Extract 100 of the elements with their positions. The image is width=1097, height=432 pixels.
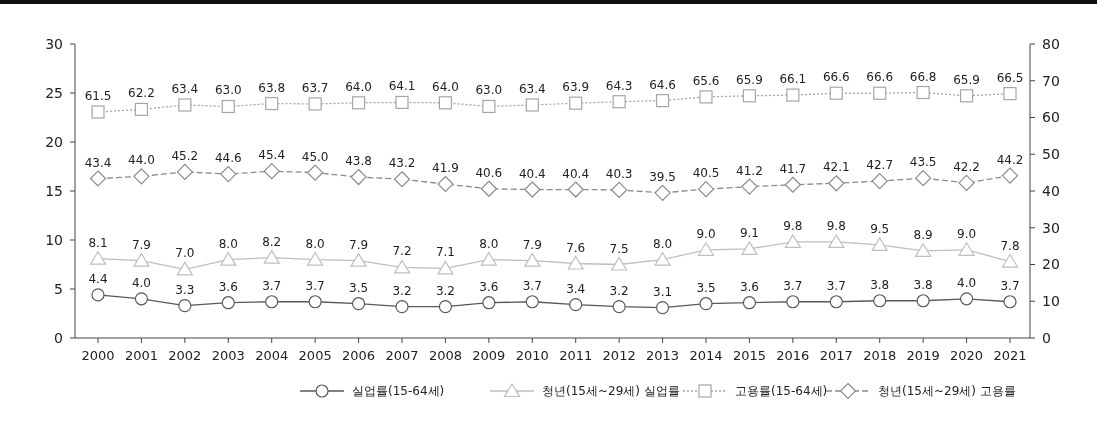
point [567,181,584,198]
point [263,163,280,180]
data-label: 3.6 [479,279,499,294]
x-tick-label: 2011 [559,348,593,363]
point [828,175,845,192]
x-tick-label: 2001 [124,348,158,363]
data-label: 4.4 [88,271,108,286]
y-tick-label: 5 [54,280,63,297]
data-label: 64.1 [388,79,416,94]
point [1001,167,1019,184]
legend-label: 실업률(15-64세) [352,384,445,399]
point [220,166,237,183]
point [916,294,930,308]
data-label: 7.9 [349,237,369,252]
data-label: 3.5 [349,280,369,295]
point [567,255,584,270]
data-label: 40.4 [518,166,546,181]
data-label: 40.3 [605,166,633,181]
data-label: 3.4 [566,281,586,296]
point [176,163,193,180]
point [482,296,496,310]
legend-label: 청년(15세~29세) 실업률 [542,384,680,399]
point [265,96,279,111]
data-label: 64.0 [345,79,372,94]
point [654,252,671,266]
y-tick-label: 25 [45,84,63,101]
x-tick-label: 2008 [428,348,462,363]
legend-label: 청년(15세~29세) 고용률 [878,384,1016,399]
point [263,250,280,264]
data-label: 3.1 [653,284,673,299]
point [829,295,843,309]
data-label: 66.1 [779,72,807,87]
point [1003,295,1017,309]
data-label: 7.0 [175,246,195,261]
data-label: 8.1 [88,235,108,250]
data-label: 7.2 [392,244,412,259]
data-label: 66.8 [909,69,937,84]
x-tick-label: 2012 [602,348,636,363]
point [350,252,367,267]
point [220,252,237,266]
data-label: 3.7 [305,278,325,293]
x-tick-label: 2004 [255,348,289,363]
point [438,96,453,110]
point [525,295,539,309]
point [655,94,670,108]
y2-tick-label: 50 [1042,146,1060,163]
data-label: 7.9 [131,237,151,252]
point [873,294,887,308]
point [134,102,149,117]
data-label: 4.0 [131,275,151,290]
data-label: 45.4 [258,148,286,163]
point [784,234,801,249]
data-label: 63.8 [258,80,286,95]
point [742,296,757,310]
x-tick-label: 2019 [906,348,940,363]
point [482,99,496,114]
data-label: 7.8 [1000,238,1020,253]
data-label: 64.0 [432,79,459,94]
point [786,88,800,102]
x-tick-label: 2021 [993,348,1027,363]
point [699,90,713,104]
y2-tick-label: 10 [1042,293,1060,310]
x-tick-label: 2000 [81,348,115,363]
point [828,234,845,249]
point [393,171,411,188]
point [654,184,671,201]
point [480,252,497,266]
point [176,261,193,276]
data-label: 44.2 [996,152,1024,167]
point [786,295,800,309]
point [697,181,715,198]
data-label: 3.8 [870,277,890,292]
x-tick-label: 2020 [950,348,984,363]
data-label: 8.9 [913,227,933,242]
point [89,251,107,265]
point [89,170,107,187]
point [871,237,888,251]
data-label: 3.7 [826,278,846,293]
data-label: 43.8 [345,154,372,169]
data-label: 7.5 [609,241,629,256]
data-label: 45.0 [301,149,329,164]
data-label: 65.9 [736,72,763,87]
data-label: 44.6 [214,151,242,166]
data-label: 9.0 [957,226,977,241]
x-tick-label: 2006 [342,348,376,363]
point [133,252,150,267]
x-tick-label: 2015 [732,348,766,363]
point [958,174,975,192]
data-label: 3.2 [609,283,629,298]
data-label: 44.0 [128,153,155,168]
y-tick-label: 30 [45,35,63,52]
data-label: 8.0 [479,236,499,251]
point [741,241,758,255]
data-label: 41.9 [432,161,459,176]
data-label: 63.0 [214,83,242,98]
point [871,172,888,190]
point [958,242,975,256]
y-tick-label: 20 [45,133,63,150]
x-tick-label: 2003 [211,348,245,363]
x-tick-label: 2007 [385,348,419,363]
